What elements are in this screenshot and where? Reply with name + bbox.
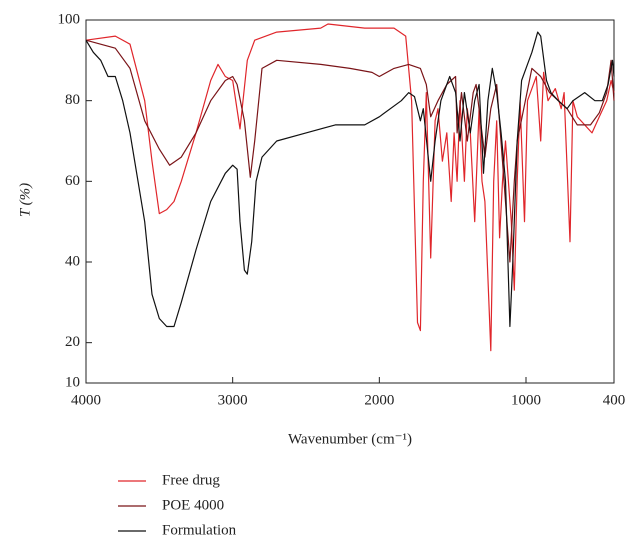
spectrum-line (85, 39, 615, 263)
legend-label: Formulation (162, 522, 237, 538)
x-tick-label: 400 (603, 392, 626, 408)
spectrum-line (85, 31, 615, 328)
y-tick-label: 60 (65, 173, 80, 189)
plot-frame (85, 19, 615, 384)
legend-label: POE 4000 (162, 497, 224, 513)
y-axis-label: T (%) (17, 183, 33, 217)
x-tick-label: 3000 (218, 392, 248, 408)
x-tick-label: 4000 (71, 392, 101, 408)
x-axis-label: Wavenumber (cm⁻¹) (288, 431, 412, 447)
x-tick-label: 1000 (511, 392, 541, 408)
y-tick-label: 10 (65, 374, 80, 390)
y-tick-label: 20 (65, 334, 80, 350)
legend-label: Free drug (162, 472, 220, 488)
y-tick-label: 100 (58, 11, 81, 27)
y-tick-label: 40 (65, 253, 80, 269)
spectrum-line (85, 23, 615, 352)
x-tick-label: 2000 (364, 392, 394, 408)
y-tick-label: 80 (65, 92, 80, 108)
